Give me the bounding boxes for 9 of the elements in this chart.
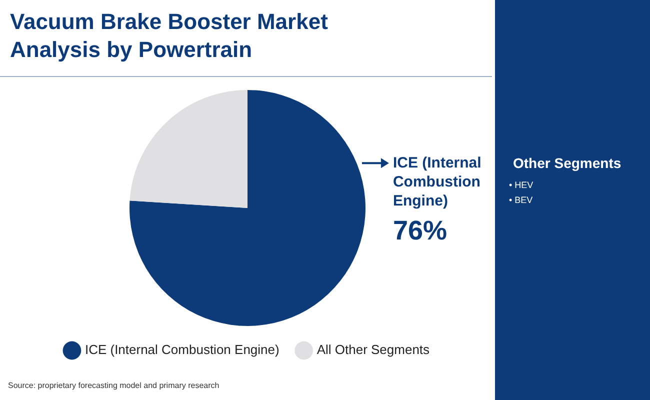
category-label: ICE (Internal Combustion Engine) [392,154,482,210]
source-note: Source: proprietary forecasting model and primary research [8,381,220,390]
legend-label: ICE (Internal Combustion Engine) [84,342,280,358]
chart-title: Vacuum Brake Booster Market Analysis by Powertrain [10,8,329,64]
text: Other Segments [513,155,622,171]
legend-label: All Other Segments [316,342,430,358]
text: • BEV [509,194,534,207]
text: • HEV [509,179,534,192]
data-label: 76% [392,216,448,246]
